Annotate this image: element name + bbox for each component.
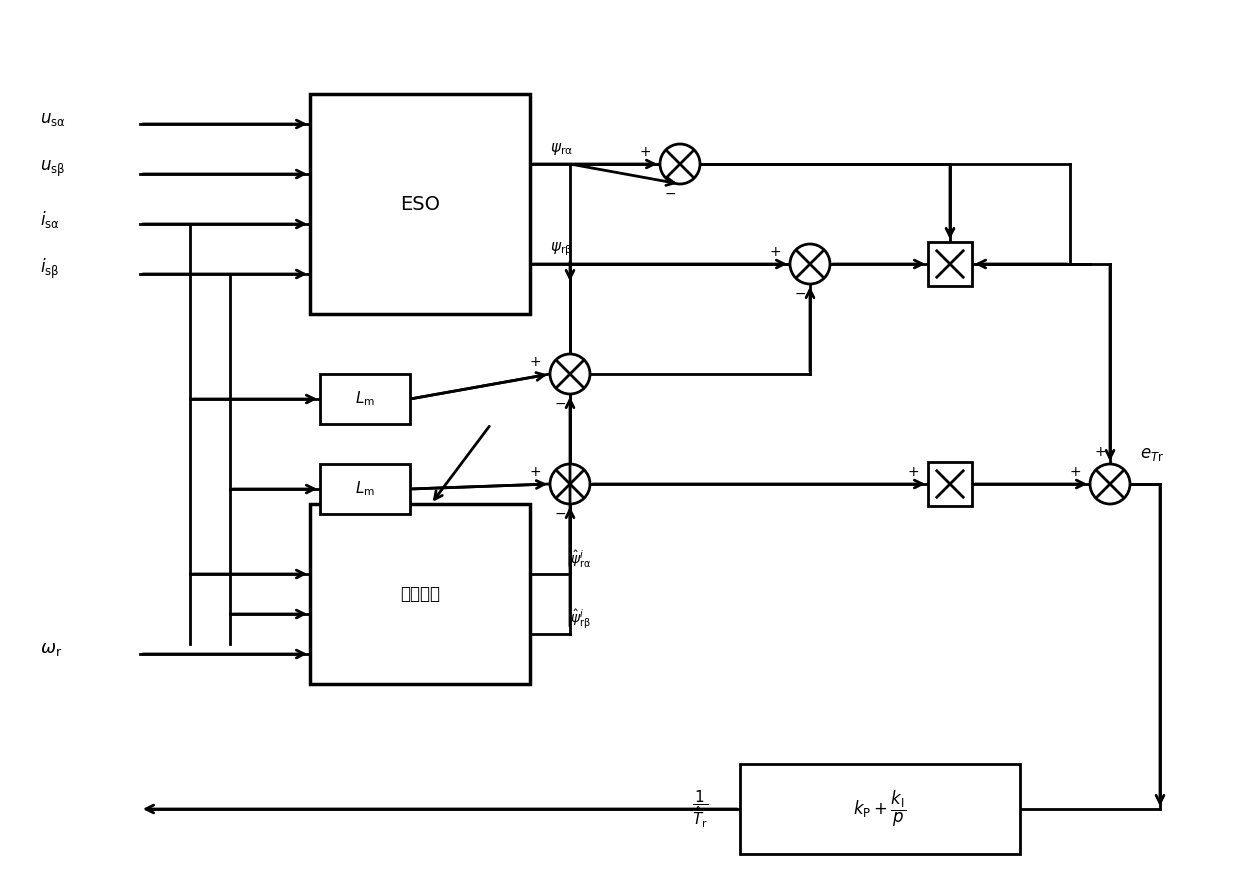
Text: $i_{\rm s\alpha}$: $i_{\rm s\alpha}$ — [40, 209, 60, 230]
Text: $\dfrac{1}{\hat{T}_{\rm r}}$: $\dfrac{1}{\hat{T}_{\rm r}}$ — [692, 789, 708, 830]
Text: $u_{\rm s\beta}$: $u_{\rm s\beta}$ — [40, 159, 66, 179]
Circle shape — [790, 244, 830, 284]
Bar — [310, 504, 529, 684]
Circle shape — [551, 464, 590, 504]
Text: $\psi_{\rm r\alpha}$: $\psi_{\rm r\alpha}$ — [551, 141, 573, 157]
Bar — [320, 374, 410, 424]
Text: $L_{\rm m}$: $L_{\rm m}$ — [355, 390, 374, 408]
Text: −: − — [794, 287, 806, 301]
Text: ESO: ESO — [401, 194, 440, 214]
Text: +: + — [1069, 465, 1081, 479]
Text: $k_{\rm P}+\dfrac{k_{\rm I}}{p}$: $k_{\rm P}+\dfrac{k_{\rm I}}{p}$ — [853, 789, 906, 829]
Text: +: + — [639, 145, 651, 159]
Text: $u_{\rm s\alpha}$: $u_{\rm s\alpha}$ — [40, 110, 66, 128]
Text: +: + — [529, 465, 541, 479]
Text: −: − — [554, 507, 565, 521]
Text: −: − — [665, 187, 676, 201]
Bar — [310, 94, 529, 314]
Text: $L_{\rm m}$: $L_{\rm m}$ — [355, 480, 374, 499]
Text: +: + — [529, 355, 541, 369]
Bar — [928, 462, 972, 506]
Bar — [740, 764, 1021, 854]
Text: $e_{T{\rm r}}$: $e_{T{\rm r}}$ — [1140, 445, 1164, 463]
Text: $\omega_{\rm r}$: $\omega_{\rm r}$ — [40, 640, 62, 658]
Text: $\hat{\psi}_{\rm r\beta}^{i}$: $\hat{\psi}_{\rm r\beta}^{i}$ — [570, 607, 590, 631]
Circle shape — [1090, 464, 1130, 504]
Text: $\psi_{\rm r\beta}$: $\psi_{\rm r\beta}$ — [551, 240, 573, 258]
Circle shape — [551, 354, 590, 394]
Bar — [928, 242, 972, 286]
Text: $i_{\rm s\beta}$: $i_{\rm s\beta}$ — [40, 257, 60, 281]
Text: +: + — [1094, 445, 1106, 459]
Text: −: − — [554, 397, 565, 411]
Text: $\hat{\psi}_{\rm r\alpha}^{i}$: $\hat{\psi}_{\rm r\alpha}^{i}$ — [570, 548, 591, 570]
Circle shape — [660, 144, 701, 184]
Text: +: + — [908, 465, 919, 479]
Bar — [320, 464, 410, 514]
Text: 电流模型: 电流模型 — [401, 585, 440, 603]
Text: +: + — [944, 223, 956, 237]
Text: +: + — [769, 245, 781, 259]
